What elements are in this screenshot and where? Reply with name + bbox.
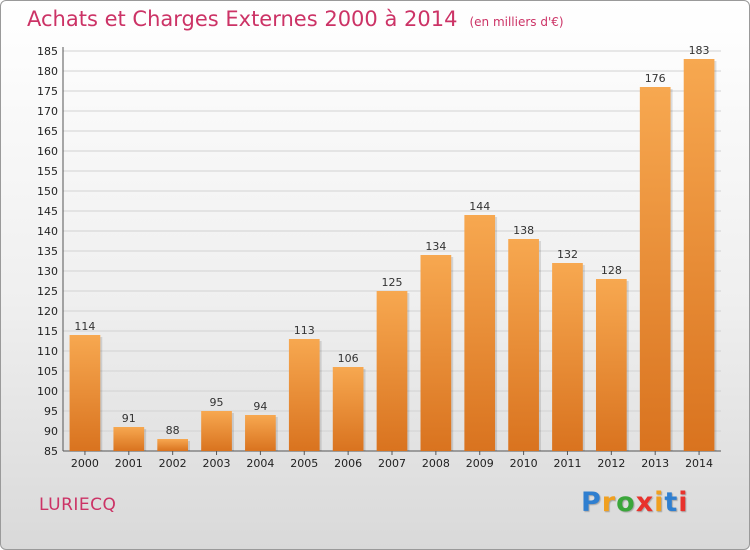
x-tick-label: 2004	[246, 457, 274, 470]
bar-2006	[332, 367, 364, 451]
x-tick-label: 2013	[641, 457, 669, 470]
y-tick-label: 180	[37, 65, 58, 78]
data-label-2010: 138	[513, 224, 534, 237]
bar-2002	[157, 439, 189, 451]
x-tick-label: 2003	[203, 457, 231, 470]
x-tick-label: 2008	[422, 457, 450, 470]
data-label-2011: 132	[557, 248, 578, 261]
y-tick-label: 130	[37, 265, 58, 278]
bar-2011	[552, 263, 583, 451]
axis-layer: 85 90 95 100 105 110 115 120 125 130 135 140 145 150 1…	[37, 45, 721, 470]
data-label-2006: 106	[338, 352, 359, 365]
bar-2004	[245, 415, 276, 451]
bar-2010	[508, 239, 539, 451]
brand-letter: P	[581, 487, 602, 518]
title-row: Achats et Charges Externes 2000 à 2014 (…	[27, 7, 564, 31]
x-tick-label: 2012	[597, 457, 625, 470]
brand-letter: i	[678, 487, 689, 518]
y-tick-label: 125	[37, 285, 58, 298]
x-tick-label: 2006	[334, 457, 362, 470]
data-label-2004: 94	[253, 400, 267, 413]
label-layer: 114 91 88 95 94 113 106 125 134 144 138 132 128 176 18…	[74, 44, 709, 437]
data-label-2001: 91	[122, 412, 136, 425]
y-tick-label: 165	[37, 125, 58, 138]
bar-2001	[113, 427, 145, 451]
y-tick-label: 140	[37, 225, 58, 238]
bar-2009	[464, 215, 496, 451]
bar-2014	[683, 59, 715, 451]
brand-letter: o	[616, 487, 636, 518]
bar-2000	[69, 335, 101, 451]
data-label-2007: 125	[382, 276, 403, 289]
data-label-2002: 88	[166, 424, 180, 437]
brand-letter: r	[601, 487, 617, 518]
brand-letter: x	[635, 487, 655, 518]
x-tick-label: 2002	[159, 457, 187, 470]
commune-name: LURIECQ	[39, 495, 117, 515]
y-tick-label: 110	[37, 345, 58, 358]
x-tick-label: 2001	[115, 457, 143, 470]
y-tick-label: 170	[37, 105, 58, 118]
y-tick-label: 90	[44, 425, 58, 438]
bar-2007	[376, 291, 408, 451]
chart-title: Achats et Charges Externes 2000 à 2014	[27, 7, 458, 31]
y-tick-label: 145	[37, 205, 58, 218]
data-label-2012: 128	[601, 264, 622, 277]
data-label-2009: 144	[469, 200, 490, 213]
brand-letter: i	[654, 487, 665, 518]
y-tick-label: 175	[37, 85, 58, 98]
x-tick-label: 2014	[685, 457, 713, 470]
data-label-2008: 134	[425, 240, 446, 253]
y-tick-label: 85	[44, 445, 58, 458]
bar-2012	[595, 279, 627, 451]
y-tick-label: 100	[37, 385, 58, 398]
brand-logo: Proxiti	[581, 487, 689, 518]
y-tick-label: 95	[44, 405, 58, 418]
y-tick-label: 115	[37, 325, 58, 338]
bar-layer	[69, 59, 717, 451]
data-label-2003: 95	[210, 396, 224, 409]
data-label-2005: 113	[294, 324, 315, 337]
data-label-2014: 183	[689, 44, 710, 57]
chart-subtitle: (en milliers d'€)	[469, 15, 564, 29]
x-tick-label: 2005	[290, 457, 318, 470]
x-tick-label: 2011	[553, 457, 581, 470]
data-label-2000: 114	[74, 320, 95, 333]
x-tick-label: 2010	[510, 457, 538, 470]
bar-2013	[639, 87, 671, 451]
y-tick-label: 135	[37, 245, 58, 258]
bar-2008	[420, 255, 452, 451]
data-label-2013: 176	[645, 72, 666, 85]
y-tick-label: 105	[37, 365, 58, 378]
y-tick-label: 160	[37, 145, 58, 158]
y-tick-label: 155	[37, 165, 58, 178]
y-tick-label: 185	[37, 45, 58, 58]
x-tick-label: 2000	[71, 457, 99, 470]
y-tick-label: 120	[37, 305, 58, 318]
x-tick-label: 2007	[378, 457, 406, 470]
bar-2003	[201, 411, 232, 451]
x-tick-label: 2009	[466, 457, 494, 470]
brand-letter: t	[664, 487, 679, 518]
bar-2005	[288, 339, 320, 451]
y-tick-label: 150	[37, 185, 58, 198]
